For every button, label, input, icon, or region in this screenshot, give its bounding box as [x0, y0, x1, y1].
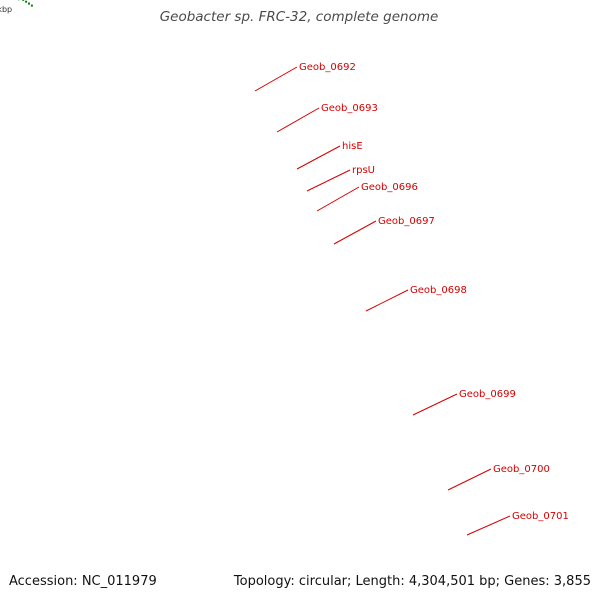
gene-label-geob-0701: Geob_0701 [512, 511, 569, 522]
label-leader-line [276, 107, 320, 133]
gene-label-geob-0696: Geob_0696 [361, 182, 418, 193]
gene-label-geob-0693: Geob_0693 [321, 103, 378, 114]
label-leader-line [412, 393, 458, 416]
kbp-labels: 763 kbp764 kbp765 kbp766 kbp767 kbp768 k… [0, 5, 12, 14]
gene-labels: Geob_0692 Geob_0693 hisE rpsU Geob_0696 Geob_… [254, 62, 569, 536]
gene-label-geob-0699: Geob_0699 [459, 389, 516, 400]
gene-label-hise: hisE [342, 141, 363, 152]
label-leader-line [296, 145, 341, 170]
gene-label-geob-0692: Geob_0692 [299, 62, 356, 73]
title-box: Geobacter sp. FRC-32, complete genome [148, 6, 450, 28]
accession-text: Accession: NC_011979 [9, 574, 157, 589]
ruler-dot [30, 4, 33, 7]
label-leader-line [333, 220, 377, 245]
gene-label-geob-0698: Geob_0698 [410, 285, 467, 296]
kbp-ruler [18, 0, 33, 7]
ruler-dot [25, 0, 28, 3]
genome-summary-text: Topology: circular; Length: 4,304,501 bp… [233, 574, 591, 589]
label-leader-line [306, 169, 351, 192]
label-leader-line [254, 66, 298, 92]
gene-label-rpsu: rpsU [352, 165, 375, 176]
label-leader-line [316, 186, 360, 212]
label-leader-line [365, 289, 409, 312]
ruler-dot [22, 0, 25, 1]
label-leader-line [466, 515, 511, 536]
ruler-kbp-label: 772 kbp [0, 5, 12, 14]
genome-title: Geobacter sp. FRC-32, complete genome [159, 9, 439, 25]
gene-label-geob-0697: Geob_0697 [378, 216, 435, 227]
label-leader-line [447, 468, 492, 491]
ruler-dot [28, 2, 30, 5]
gene-label-geob-0700: Geob_0700 [493, 464, 550, 475]
